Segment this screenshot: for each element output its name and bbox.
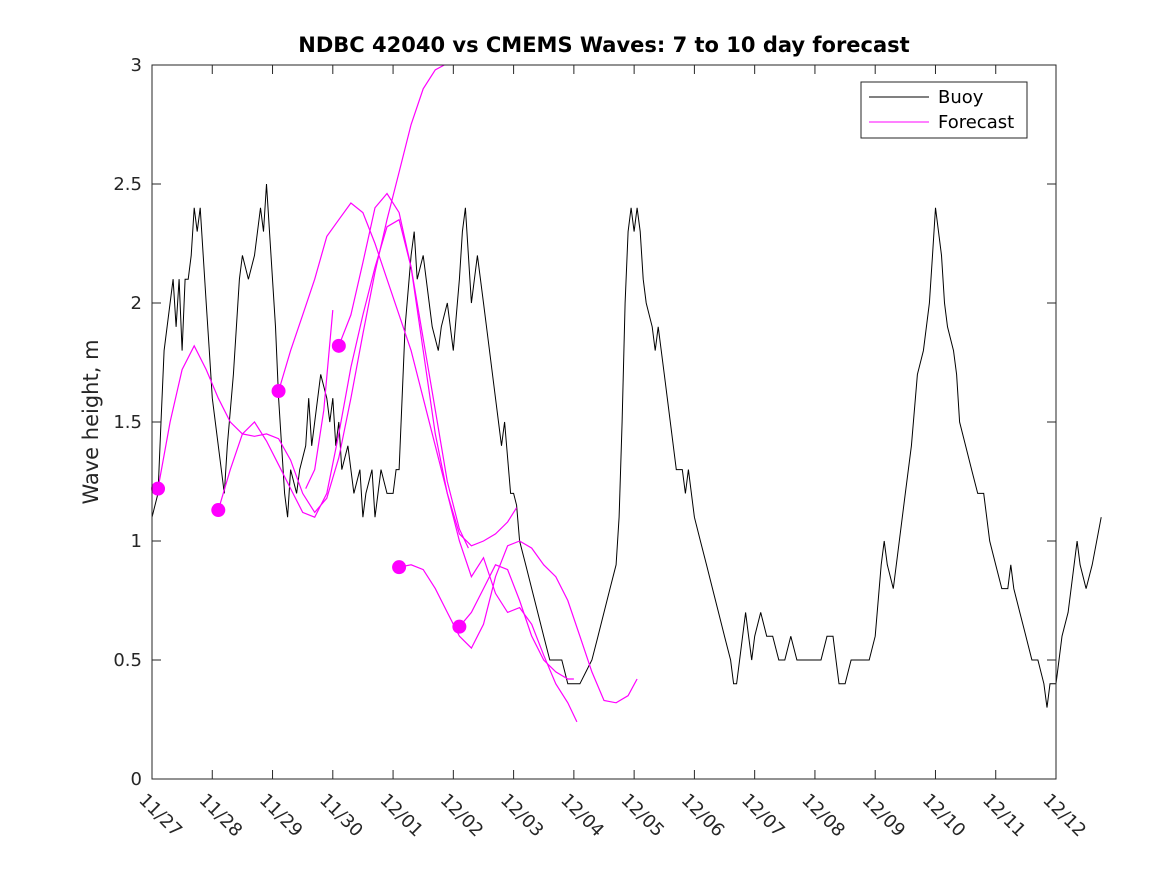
y-tick-label: 1.5	[113, 412, 142, 433]
plot-area	[152, 65, 1056, 779]
y-tick-label: 2.5	[113, 174, 142, 195]
series-line-forecast-run-5	[458, 564, 574, 680]
series-line-forecast-run-0	[157, 64, 445, 514]
data-layer	[151, 64, 1102, 723]
legend-label-buoy: Buoy	[938, 87, 984, 108]
y-tick-label: 0.5	[113, 650, 142, 671]
forecast-start-marker-2	[271, 384, 286, 399]
y-tick-label: 0	[131, 769, 142, 790]
chart-title: NDBC 42040 vs CMEMS Waves: 7 to 10 day f…	[298, 33, 909, 57]
y-tick-label: 3	[131, 55, 142, 76]
series-line-forecast-run-6	[305, 310, 334, 489]
y-tick-label: 1	[131, 531, 142, 552]
forecast-start-marker-3	[331, 338, 346, 353]
y-axis-label: Wave height, m	[79, 339, 103, 504]
series-line-forecast-run-2	[278, 202, 518, 547]
series-line-buoy	[151, 183, 1102, 708]
legend-box	[860, 81, 1028, 139]
series-line-forecast-run-4	[398, 540, 638, 704]
forecast-start-marker-4	[392, 560, 407, 575]
forecast-start-marker-0	[151, 481, 166, 496]
y-tick-label: 2	[131, 293, 142, 314]
legend: Buoy Forecast	[860, 81, 1028, 139]
forecast-start-marker-1	[211, 503, 226, 518]
legend-label-forecast: Forecast	[938, 112, 1014, 133]
series-line-forecast-run-1	[217, 218, 469, 549]
series-line-forecast-run-3	[338, 192, 578, 723]
forecast-start-marker-5	[452, 619, 467, 634]
